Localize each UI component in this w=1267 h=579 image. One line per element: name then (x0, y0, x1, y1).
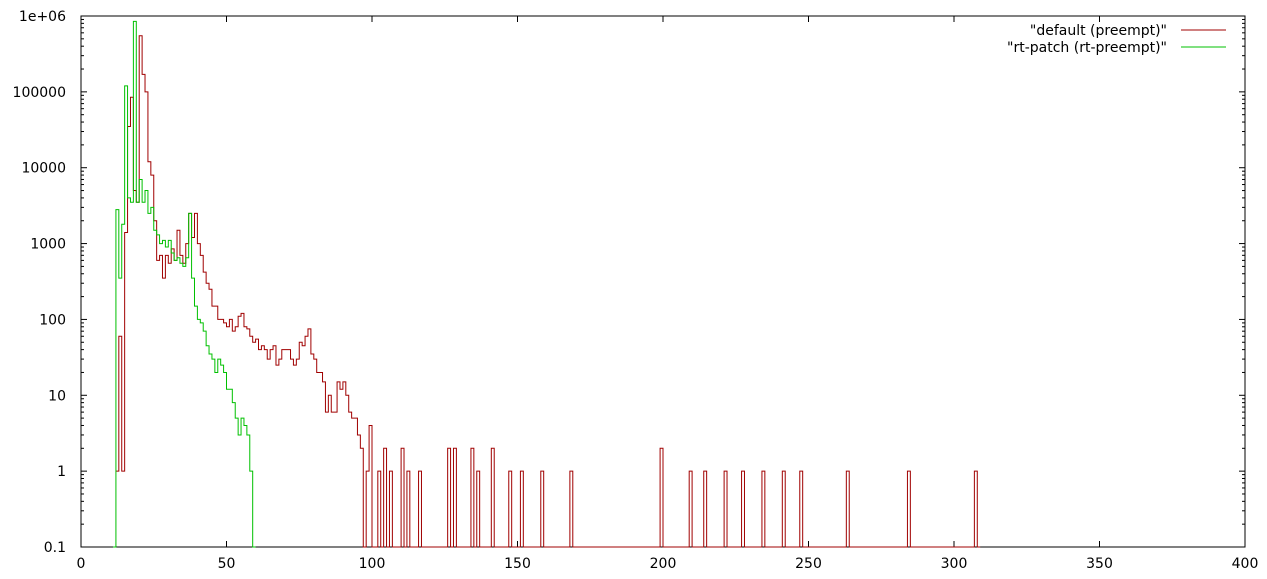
x-tick-label: 200 (650, 556, 677, 572)
y-tick-label: 10000 (21, 161, 66, 177)
y-tick-label: 100000 (13, 85, 66, 101)
series-layer (113, 20, 981, 548)
y-tick-label: 0.1 (44, 540, 66, 556)
x-tick-label: 400 (1232, 556, 1259, 572)
series-line-0 (115, 35, 981, 548)
x-tick-label: 300 (941, 556, 968, 572)
x-tick-label: 100 (359, 556, 386, 572)
y-tick-label: 1 (57, 464, 66, 480)
y-tick-label: 1000 (30, 237, 66, 253)
x-tick-label: 0 (77, 556, 86, 572)
legend: "default (preempt)""rt-patch (rt-preempt… (1007, 23, 1226, 56)
series-line-1 (113, 20, 256, 548)
y-tick-label: 10 (48, 388, 66, 404)
x-tick-label: 250 (795, 556, 822, 572)
legend-label-0: "default (preempt)" (1030, 23, 1167, 39)
legend-label-1: "rt-patch (rt-preempt)" (1007, 40, 1167, 56)
x-tick-label: 50 (218, 556, 236, 572)
y-tick-label: 1e+06 (19, 9, 66, 25)
y-tick-label: 100 (39, 312, 66, 328)
x-tick-label: 150 (504, 556, 531, 572)
x-tick-label: 350 (1086, 556, 1113, 572)
plot-axes: 0 50 100 150 200 250 300 350 400 0.1 1 10 100 1000 100… (13, 9, 1259, 572)
